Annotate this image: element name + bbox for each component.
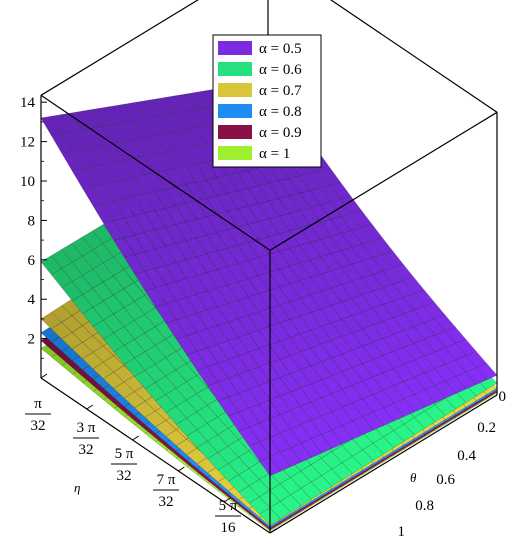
z-tick-label: 2 bbox=[28, 332, 36, 348]
eta-tick-denominator: 32 bbox=[159, 494, 174, 510]
legend-swatch bbox=[218, 125, 252, 139]
theta-axis-label: θ bbox=[410, 470, 417, 485]
theta-tick-label: 0.2 bbox=[477, 420, 496, 436]
eta-tick-numerator: 5 π bbox=[219, 498, 238, 514]
legend-swatch bbox=[218, 104, 252, 118]
box-edge bbox=[269, 394, 498, 534]
theta-tick-label: 0.6 bbox=[436, 472, 455, 488]
theta-tick-mark bbox=[269, 528, 277, 534]
theta-tick-label: 0.4 bbox=[457, 448, 476, 464]
box-edge bbox=[40, 0, 199, 96]
box-edge bbox=[40, 94, 271, 251]
theta-tick-label: 1 bbox=[398, 524, 406, 540]
z-tick-label: 14 bbox=[20, 95, 36, 111]
z-tick-label: 8 bbox=[28, 213, 36, 229]
eta-tick-label: 5 π32 bbox=[111, 446, 137, 484]
z-tick-label: 6 bbox=[28, 253, 36, 269]
theta-tick-mark bbox=[86, 404, 94, 410]
eta-tick-label: 5 π16 bbox=[215, 498, 241, 536]
eta-axis-label: η bbox=[74, 480, 80, 495]
box-edge bbox=[269, 111, 498, 251]
legend: α = 0.5 α = 0.6 α = 0.7 α = 0.8 α = 0.9 α = 1 bbox=[212, 34, 322, 168]
theta-tick-mark bbox=[132, 435, 139, 441]
legend-label: α = 0.6 bbox=[259, 62, 302, 78]
eta-tick-denominator: 32 bbox=[117, 468, 132, 484]
box-edge bbox=[40, 377, 271, 534]
theta-tick-label: 0.8 bbox=[415, 498, 434, 514]
legend-swatch bbox=[218, 146, 252, 160]
eta-tick-numerator: 7 π bbox=[157, 472, 176, 488]
legend-label: α = 0.7 bbox=[259, 83, 302, 99]
eta-tick-numerator: 3 π bbox=[77, 420, 96, 436]
box-edge bbox=[330, 0, 498, 113]
plot-box-front bbox=[40, 94, 498, 534]
legend-swatch bbox=[218, 62, 252, 76]
theta-tick-mark bbox=[40, 373, 48, 379]
surfaces bbox=[40, 80, 498, 532]
legend-label: α = 0.9 bbox=[259, 125, 302, 141]
theta-tick-mark bbox=[178, 466, 185, 472]
surface bbox=[40, 80, 498, 477]
eta-tick-denominator: 32 bbox=[31, 418, 46, 434]
legend-label: α = 0.8 bbox=[259, 104, 302, 120]
legend-swatch bbox=[218, 83, 252, 97]
eta-tick-denominator: 16 bbox=[221, 520, 237, 536]
legend-label: α = 1 bbox=[259, 146, 290, 162]
theta-tick-label: 0 bbox=[499, 389, 507, 405]
eta-tick-label: 7 π32 bbox=[153, 472, 179, 510]
eta-tick-denominator: 32 bbox=[79, 442, 94, 458]
legend-label: α = 0.5 bbox=[259, 41, 302, 57]
theta-tick-mark bbox=[223, 497, 231, 503]
eta-tick-label: π 32 bbox=[25, 396, 51, 434]
z-tick-label: 10 bbox=[20, 174, 35, 190]
legend-swatch bbox=[218, 41, 252, 55]
eta-tick-numerator: π bbox=[34, 396, 42, 412]
z-tick-label: 4 bbox=[28, 292, 36, 308]
z-tick-label: 12 bbox=[20, 135, 35, 151]
eta-tick-numerator: 5 π bbox=[115, 446, 134, 462]
legend-box bbox=[212, 34, 322, 168]
eta-tick-label: 3 π32 bbox=[73, 420, 99, 458]
